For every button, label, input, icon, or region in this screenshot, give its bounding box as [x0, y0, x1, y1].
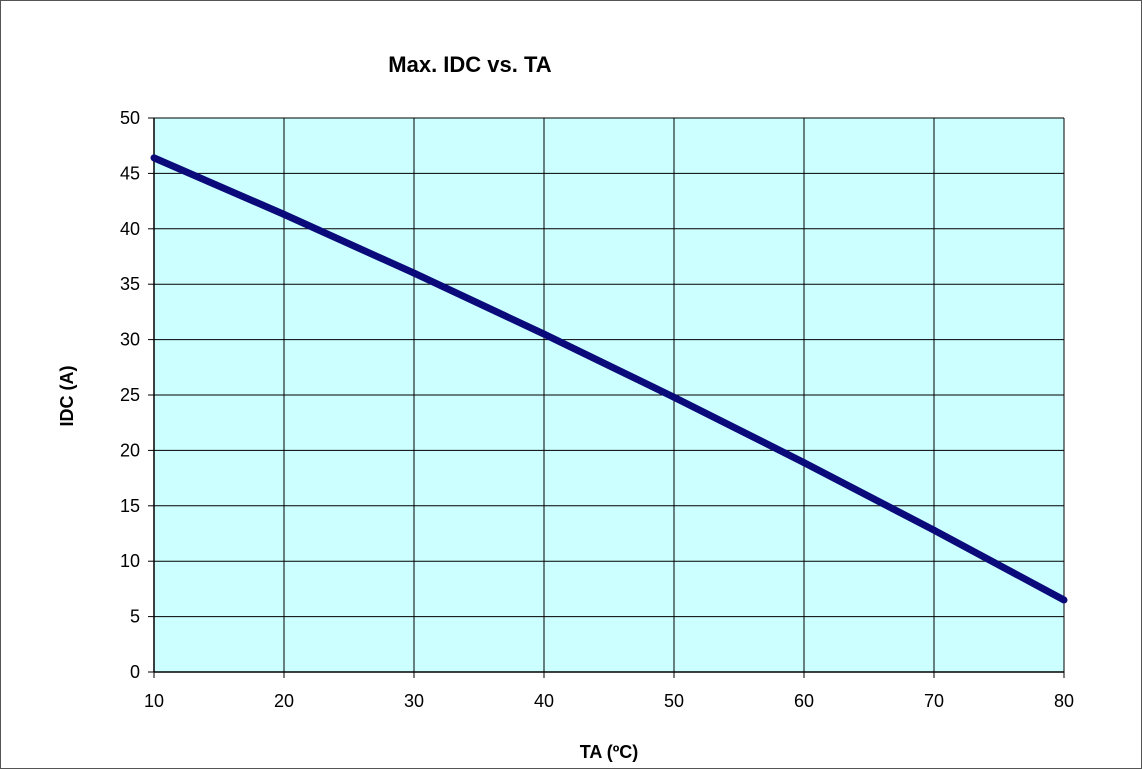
- x-axis-label: TA (ºC): [580, 742, 639, 762]
- y-axis-label: IDC (A): [57, 366, 77, 427]
- y-tick-label: 0: [130, 662, 140, 682]
- data-point: [540, 330, 548, 338]
- y-tick-label: 30: [120, 330, 140, 350]
- x-tick-label: 80: [1054, 691, 1074, 711]
- data-point: [670, 393, 678, 401]
- x-tick-label: 70: [924, 691, 944, 711]
- x-tick-label: 20: [274, 691, 294, 711]
- y-tick-label: 40: [120, 219, 140, 239]
- x-axis-ticks: 10 20 30 40 50 60 70 80: [144, 672, 1074, 711]
- y-tick-label: 25: [120, 385, 140, 405]
- gridlines: [153, 117, 1065, 673]
- y-tick-label: 20: [120, 440, 140, 460]
- y-tick-label: 35: [120, 274, 140, 294]
- series-line: [152, 154, 1066, 604]
- y-axis-ticks: 0 5 10 15 20 25 30 35 40 45 50: [120, 108, 154, 682]
- x-tick-label: 30: [404, 691, 424, 711]
- x-tick-label: 60: [794, 691, 814, 711]
- x-tick-label: 40: [534, 691, 554, 711]
- y-tick-label: 10: [120, 551, 140, 571]
- y-tick-label: 5: [130, 607, 140, 627]
- data-point: [150, 154, 158, 162]
- data-point: [800, 459, 808, 467]
- chart-title: Max. IDC vs. TA: [388, 52, 552, 77]
- series-group: [150, 154, 1068, 604]
- y-tick-label: 45: [120, 163, 140, 183]
- data-point: [410, 269, 418, 277]
- y-tick-label: 50: [120, 108, 140, 128]
- x-tick-label: 50: [664, 691, 684, 711]
- x-tick-label: 10: [144, 691, 164, 711]
- data-point: [930, 526, 938, 534]
- data-point: [280, 210, 288, 218]
- data-point: [1060, 596, 1068, 604]
- y-tick-label: 15: [120, 496, 140, 516]
